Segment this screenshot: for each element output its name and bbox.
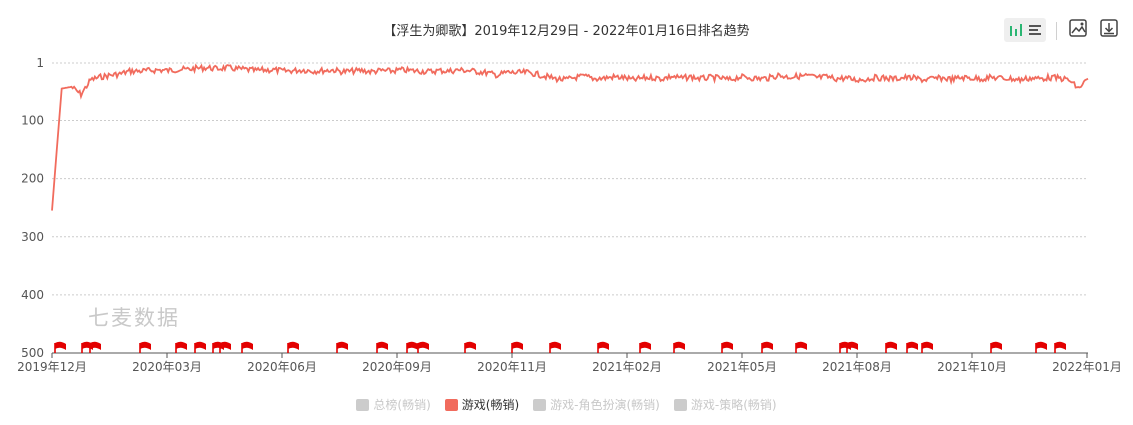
event-flag-icon[interactable] [406,341,418,353]
event-flag-icon[interactable] [597,341,609,353]
watermark: 七麦数据 [88,306,180,330]
event-flag-icon[interactable] [885,341,897,353]
y-tick-label: 100 [21,114,44,128]
event-flag-icon[interactable] [549,341,561,353]
y-tick-label: 500 [21,346,44,360]
event-flag-icon[interactable] [464,341,476,353]
legend-item[interactable]: 总榜(畅销) [356,396,431,413]
legend-item[interactable]: 游戏(畅销) [444,396,520,413]
x-tick-label: 2021年10月 [937,360,1007,374]
x-tick-label: 2022年01月 [1052,360,1122,374]
legend-swatch [444,398,458,411]
list-icon[interactable] [1027,22,1043,38]
chart-type-toggle[interactable] [1004,18,1046,42]
event-flag-icon[interactable] [639,341,651,353]
x-tick-label: 2020年03月 [132,360,202,374]
legend-swatch [356,398,370,411]
event-flag-icon[interactable] [761,341,773,353]
legend-label: 游戏(畅销) [461,398,520,412]
x-tick-label: 2021年05月 [707,360,777,374]
legend-swatch [533,398,547,411]
y-tick-label: 200 [21,172,44,186]
y-tick-label: 300 [21,230,44,244]
event-flag-icon[interactable] [54,341,66,353]
legend-label: 游戏-角色扮演(畅销) [550,398,660,412]
image-icon [1068,18,1088,42]
y-tick-label: 400 [21,288,44,302]
legend-label: 总榜(畅销) [373,398,431,412]
event-flag-icon[interactable] [287,341,299,353]
save-image-button[interactable] [1066,18,1090,42]
event-flag-icon[interactable] [1035,341,1047,353]
legend-label: 游戏-策略(畅销) [690,398,777,412]
event-flag-icon[interactable] [417,341,429,353]
legend-swatch [673,398,687,411]
event-flag-icon[interactable] [846,341,858,353]
event-flag-icon[interactable] [219,341,231,353]
event-flag-icon[interactable] [139,341,151,353]
event-flag-icon[interactable] [194,341,206,353]
legend-item[interactable]: 游戏-角色扮演(畅销) [533,396,660,413]
event-flag-icon[interactable] [89,341,101,353]
download-icon [1099,18,1119,42]
x-tick-label: 2021年08月 [822,360,892,374]
bar-chart-icon[interactable] [1008,22,1024,38]
event-flag-icon[interactable] [795,341,807,353]
event-flag-icon[interactable] [336,341,348,353]
x-tick-label: 2020年11月 [477,360,547,374]
y-tick-label: 1 [36,56,44,70]
x-tick-label: 2019年12月 [17,360,87,374]
legend: 总榜(畅销) 游戏(畅销) 游戏-角色扮演(畅销) 游戏-策略(畅销) [0,396,1133,413]
event-flag-icon[interactable] [921,341,933,353]
legend-item[interactable]: 游戏-策略(畅销) [673,396,777,413]
event-flag-icon[interactable] [241,341,253,353]
x-tick-label: 2021年02月 [592,360,662,374]
event-flag-icon[interactable] [511,341,523,353]
event-flag-icon[interactable] [1054,341,1066,353]
x-tick-label: 2020年09月 [362,360,432,374]
toolbar-divider [1056,22,1057,40]
download-button[interactable] [1097,18,1121,42]
event-flag-icon[interactable] [673,341,685,353]
event-flag-icon[interactable] [721,341,733,353]
event-flag-icon[interactable] [906,341,918,353]
event-flag-icon[interactable] [376,341,388,353]
event-flag-icon[interactable] [175,341,187,353]
series-line [51,63,1089,211]
chart-title: 【浮生为卿歌】2019年12月29日 - 2022年01月16日排名趋势 [383,24,750,39]
event-flag-icon[interactable] [990,341,1002,353]
x-tick-label: 2020年06月 [247,360,317,374]
